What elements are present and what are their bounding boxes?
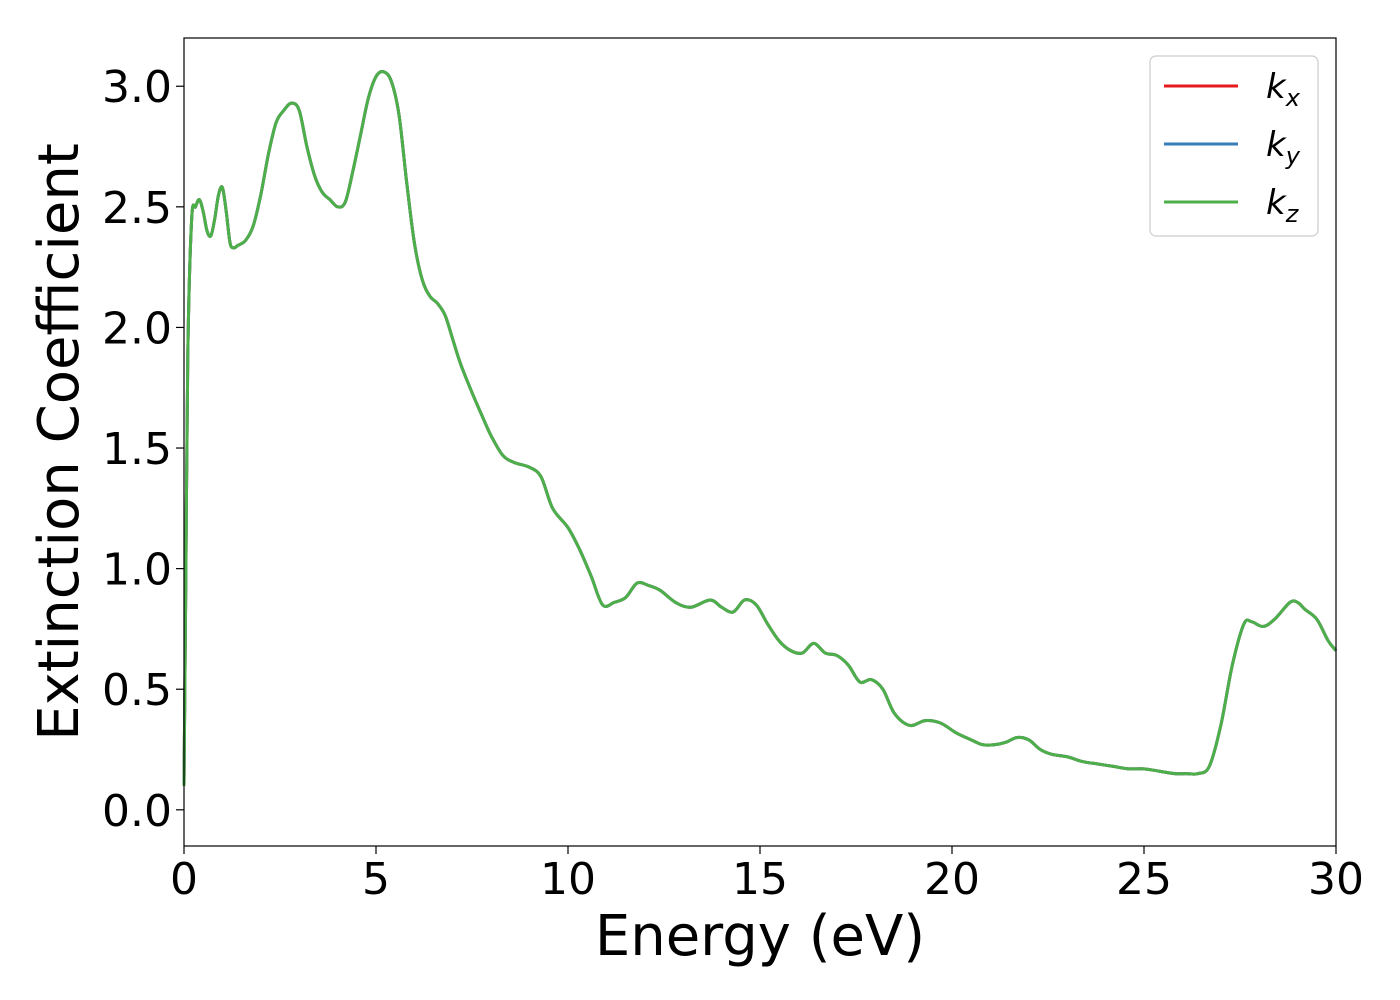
y-tick-label: 2.0 — [102, 303, 172, 354]
x-tick-label: 20 — [924, 854, 980, 905]
y-tick-label: 2.5 — [102, 183, 172, 234]
series-line-z — [182, 70, 1338, 786]
x-tick-label: 5 — [362, 854, 390, 905]
x-tick-label: 30 — [1308, 854, 1364, 905]
y-axis-label: Extinction Coefficient — [27, 143, 92, 741]
y-tick-label: 0.5 — [102, 665, 172, 716]
legend-label-y: ky — [1266, 125, 1301, 170]
x-tick-label: 0 — [170, 854, 198, 905]
y-tick-label: 3.0 — [102, 62, 172, 113]
x-tick-label: 10 — [540, 854, 596, 905]
y-tick-label: 1.5 — [102, 424, 172, 475]
legend-label-z: kz — [1266, 183, 1300, 228]
x-axis: 0 5 10 15 20 25 30 — [170, 846, 1364, 905]
x-tick-label: 15 — [732, 854, 788, 905]
y-tick-label: 0.0 — [102, 786, 172, 837]
legend-label-x: kx — [1266, 67, 1301, 112]
y-tick-label: 1.0 — [102, 545, 172, 596]
legend: kx ky kz — [1149, 55, 1319, 237]
x-axis-label: Energy (eV) — [595, 904, 925, 969]
y-axis: 0.0 0.5 1.0 1.5 2.0 2.5 3.0 — [102, 62, 184, 837]
legend-box — [1149, 55, 1319, 237]
x-tick-label: 25 — [1116, 854, 1172, 905]
series-layer — [182, 70, 1338, 786]
